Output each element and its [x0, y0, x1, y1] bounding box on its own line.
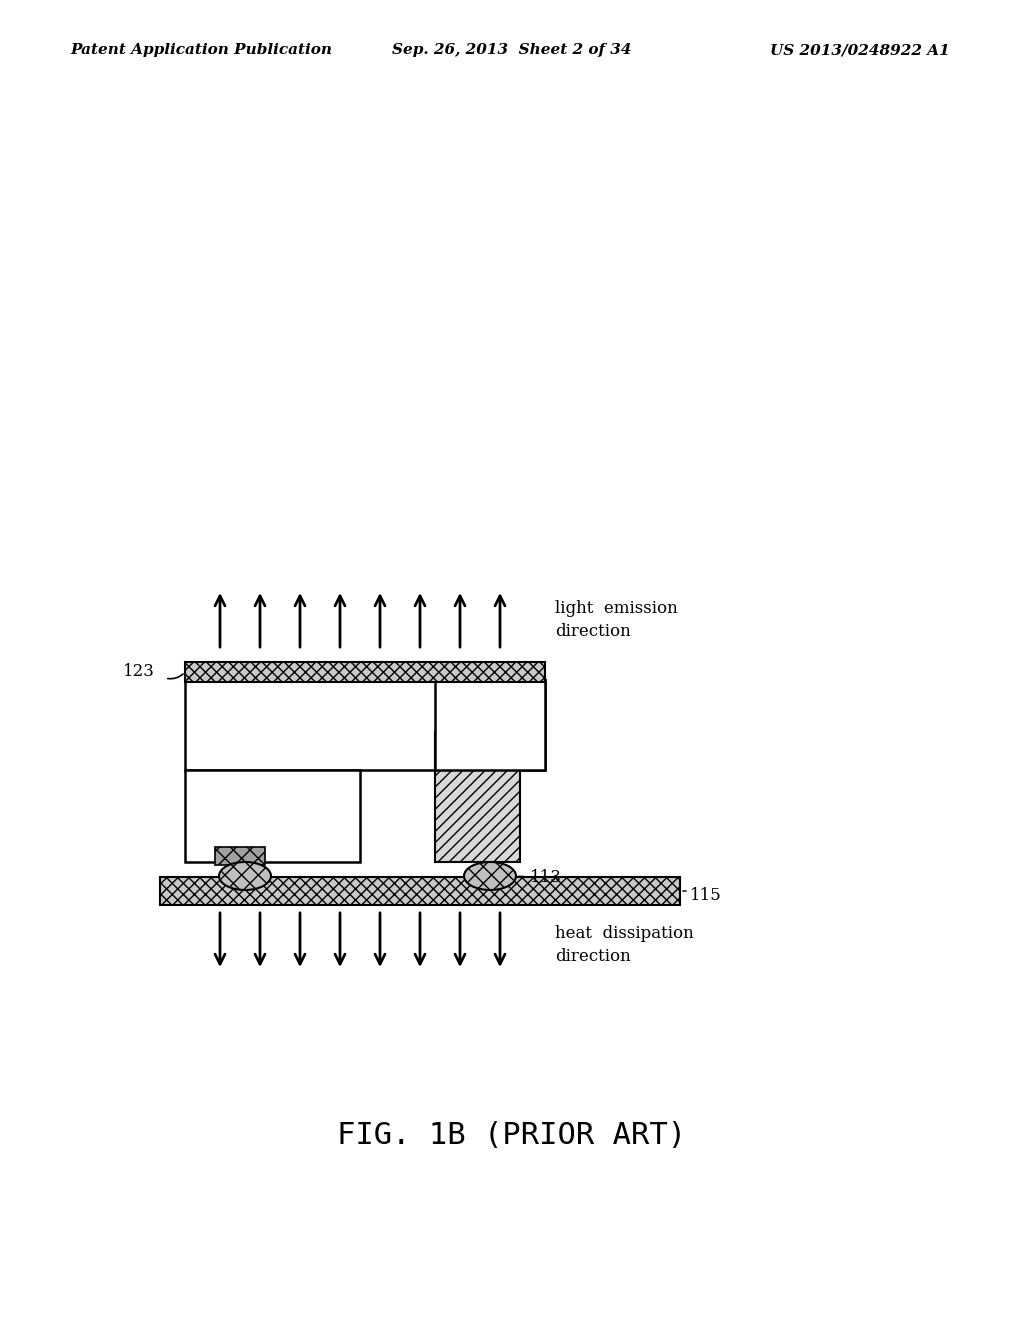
Text: 113: 113 [530, 869, 562, 886]
Text: FIG. 1B (PRIOR ART): FIG. 1B (PRIOR ART) [338, 1121, 686, 1150]
Text: Sep. 26, 2013  Sheet 2 of 34: Sep. 26, 2013 Sheet 2 of 34 [392, 44, 632, 57]
Bar [435, 733, 520, 862]
Bar [185, 663, 545, 682]
Text: 123: 123 [123, 663, 155, 680]
Bar [185, 770, 360, 862]
Text: heat  dissipation
direction: heat dissipation direction [555, 925, 693, 965]
Bar [185, 680, 545, 770]
Ellipse shape [464, 862, 516, 890]
Bar [215, 847, 265, 865]
Bar [160, 876, 680, 906]
Text: light  emission
direction: light emission direction [555, 599, 678, 640]
Ellipse shape [219, 862, 271, 890]
Bar [435, 680, 545, 770]
Text: Patent Application Publication: Patent Application Publication [70, 44, 332, 57]
Text: US 2013/0248922 A1: US 2013/0248922 A1 [770, 44, 950, 57]
Text: 115: 115 [690, 887, 722, 903]
